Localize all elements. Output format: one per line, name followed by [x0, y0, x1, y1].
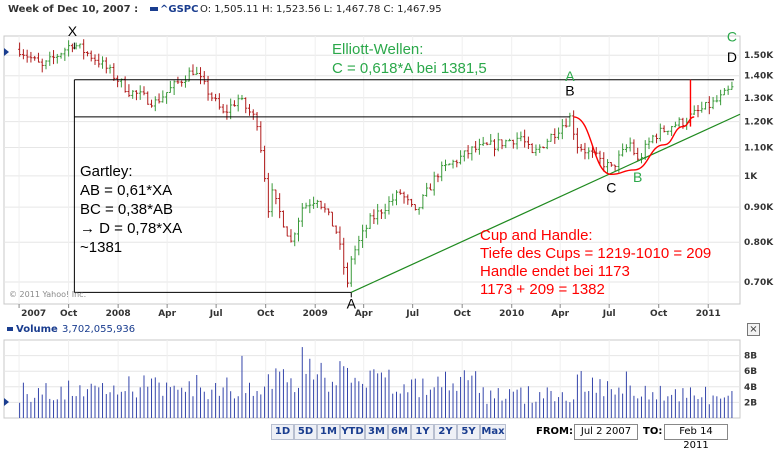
volume-tick-label: 4B — [744, 383, 757, 393]
point-label-a: A — [565, 68, 575, 84]
y-tick-label: 1.50K — [744, 51, 774, 61]
elliott-note-line: Elliott-Wellen: — [332, 41, 423, 58]
point-label-d: D — [727, 49, 737, 65]
point-label-a: A — [347, 296, 357, 312]
range-button-ytd[interactable]: YTD — [340, 424, 365, 440]
cup-handle-note-line: 1173 + 209 = 1382 — [480, 281, 605, 298]
point-label-c: C — [727, 29, 737, 45]
range-button-1y[interactable]: 1Y — [411, 424, 434, 440]
volume-label: Volume — [16, 324, 58, 335]
cup-handle-note-line: Tiefe des Cups = 1219-1010 = 209 — [480, 245, 711, 262]
y-tick-label: 0.70K — [744, 278, 774, 288]
range-button-2y[interactable]: 2Y — [434, 424, 457, 440]
price-grid — [4, 36, 740, 304]
cup-handle-note-line: Cup and Handle: — [480, 227, 593, 244]
volume-tick-label: 2B — [744, 398, 757, 408]
y-tick-label: 1.10K — [744, 143, 774, 153]
point-label-b: B — [565, 82, 574, 98]
volume-scroll-handle-icon[interactable] — [4, 398, 9, 406]
symbol-label: ^GSPC — [160, 4, 199, 15]
range-button-5d[interactable]: 5D — [294, 424, 317, 440]
y-tick-label: 1K — [744, 172, 758, 182]
x-tick-label: Oct — [257, 309, 275, 319]
point-label-c: C — [606, 180, 616, 196]
cup-curve — [573, 116, 695, 176]
copyright-notice: © 2011 Yahoo! Inc. — [9, 290, 87, 299]
volume-tick-label: 8B — [744, 352, 757, 362]
x-tick-label: Jul — [209, 309, 223, 319]
range-button-1m[interactable]: 1M — [317, 424, 340, 440]
x-tick-label: Apr — [355, 309, 373, 319]
price-scroll-handle-icon[interactable] — [4, 48, 9, 56]
x-tick-label: 2011 — [696, 309, 721, 319]
quote-readout: O: 1,505.11 H: 1,523.56 L: 1,467.78 C: 1… — [200, 4, 442, 15]
volume-legend-swatch — [7, 327, 13, 331]
range-button-6m[interactable]: 6M — [388, 424, 411, 440]
chart-stage: Week of Dec 10, 2007 : ^GSPC O: 1,505.11… — [3, 4, 774, 451]
volume-panel-frame — [3, 339, 741, 419]
x-tick-label: 2007 — [21, 309, 46, 319]
x-tick-label: 2008 — [106, 309, 131, 319]
range-button-3m[interactable]: 3M — [365, 424, 388, 440]
support-trendline — [351, 113, 741, 293]
volume-tick-label: 6B — [744, 367, 757, 377]
y-tick-label: 0.90K — [744, 203, 774, 213]
gartley-note-line: AB = 0,61*XA — [80, 182, 172, 199]
y-tick-label: 1.40K — [744, 72, 774, 82]
volume-grid — [4, 340, 740, 418]
gartley-note-line: BC = 0,38*AB — [80, 201, 173, 218]
elliott-note-line: C = 0,618*A bei 1381,5 — [332, 60, 487, 77]
price-panel-frame — [3, 35, 741, 305]
y-tick-label: 1.30K — [744, 94, 774, 104]
series-legend-swatch — [150, 7, 158, 11]
x-tick-label: Jul — [405, 309, 419, 319]
point-label-x: X — [68, 23, 78, 39]
close-volume-icon[interactable]: × — [747, 323, 760, 336]
price-y-axis: 1.50K 1.40K 1.30K 1.20K 1.10K 1K 0.90K 0.80K 0.7… — [744, 51, 774, 288]
from-date-input[interactable]: Jul 2 2007 — [574, 424, 638, 440]
x-tick-label: Oct — [650, 309, 668, 319]
volume-value: 3,702,055,936 — [62, 324, 136, 335]
volume-y-axis: 8B 6B 4B 2B — [744, 352, 757, 409]
price-x-axis: 2007 Oct 2008 Apr Jul Oct 2009 Apr Jul Oct 2010 Apr… — [18, 304, 721, 319]
x-tick-label: Apr — [158, 309, 176, 319]
x-tick-label: Oct — [454, 309, 472, 319]
point-label-b: B — [633, 169, 642, 185]
week-label: Week of Dec 10, 2007 : — [8, 4, 139, 15]
to-label: TO: — [643, 426, 663, 437]
x-tick-label: Jul — [602, 309, 616, 319]
x-tick-label: 2010 — [499, 309, 524, 319]
range-button-1d[interactable]: 1D — [271, 424, 294, 440]
x-tick-label: Apr — [551, 309, 569, 319]
y-tick-label: 0.80K — [744, 238, 774, 248]
cup-handle-note-line: Handle endet bei 1173 — [480, 263, 630, 280]
from-label: FROM: — [536, 426, 573, 437]
to-date-input[interactable]: Feb 14 2011 — [664, 424, 728, 451]
y-tick-label: 1.20K — [744, 118, 774, 128]
x-tick-label: Oct — [60, 309, 78, 319]
volume-bars — [19, 347, 733, 418]
gartley-note-line: ~1381 — [80, 239, 122, 256]
range-button-max[interactable]: Max — [480, 424, 506, 440]
gartley-note-line: → D = 0,78*XA — [80, 220, 182, 237]
gartley-note-line: Gartley: — [80, 163, 133, 180]
x-tick-label: 2009 — [303, 309, 328, 319]
range-button-5y[interactable]: 5Y — [457, 424, 480, 440]
